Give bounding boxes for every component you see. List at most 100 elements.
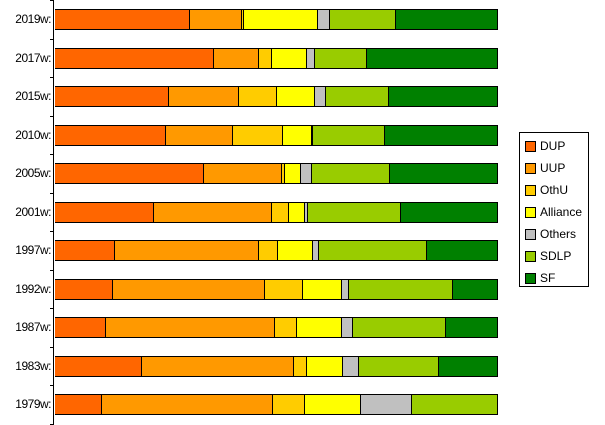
bar-segment-sf: [439, 357, 497, 376]
stacked-bar: [55, 86, 498, 107]
legend-swatch-icon: [525, 206, 536, 218]
stacked-bar: [55, 240, 498, 261]
bar-segment-others: [361, 395, 413, 414]
bar-segment-others: [341, 318, 354, 337]
bar-segment-sf: [385, 126, 497, 145]
row-label: 1987w:: [15, 320, 51, 334]
stacked-bar: [55, 202, 498, 223]
bar-segment-uup: [214, 49, 260, 68]
row-label: 1979w:: [15, 397, 51, 411]
bar-segment-dup: [55, 164, 204, 183]
legend-label: Alliance: [540, 205, 583, 219]
bar-segment-alliance: [276, 87, 315, 106]
legend-item: DUP: [525, 139, 565, 153]
legend-label: DUP: [540, 139, 566, 153]
bar-segment-alliance: [304, 395, 362, 414]
row-label: 2005w:: [15, 166, 51, 180]
bar-segment-uup: [101, 395, 274, 414]
bar-segment-alliance: [244, 10, 318, 29]
bar-segment-alliance: [284, 164, 302, 183]
bar-segment-alliance: [307, 357, 343, 376]
row-label: 2019w:: [15, 12, 51, 26]
bar-segment-sdlp: [312, 126, 386, 145]
legend-label: Others: [540, 227, 577, 241]
bar-segment-others: [311, 126, 313, 145]
legend-swatch-icon: [525, 228, 536, 240]
bar-segment-sdlp: [353, 318, 447, 337]
row-label: 2017w:: [15, 51, 51, 65]
axis-tick: [50, 0, 54, 1]
bar-segment-sdlp: [329, 10, 396, 29]
stacked-bar: [55, 48, 498, 69]
bar-segment-uup: [203, 164, 282, 183]
bar-segment-dup: [55, 280, 113, 299]
bar-segment-othu: [259, 241, 279, 260]
axis-tick: [50, 77, 54, 78]
bar-segment-others: [306, 49, 315, 68]
bar-segment-othu: [259, 49, 272, 68]
axis-tick: [50, 347, 54, 348]
bar-segment-uup: [105, 318, 276, 337]
bar-segment-others: [301, 164, 312, 183]
legend-item: Others: [525, 227, 576, 241]
legend-item: SDLP: [525, 249, 571, 263]
bar-segment-sdlp: [348, 280, 453, 299]
legend-label: UUP: [540, 161, 566, 175]
bar-segment-dup: [55, 126, 166, 145]
stacked-bar: [55, 9, 498, 30]
legend-swatch-icon: [525, 184, 536, 196]
bar-segment-sdlp: [314, 49, 367, 68]
legend-item: UUP: [525, 161, 565, 175]
bar-segment-othu: [281, 164, 285, 183]
legend-item: SF: [525, 271, 555, 285]
bar-segment-sf: [389, 164, 497, 183]
legend-item: Alliance: [525, 205, 582, 219]
stacked-bar: [55, 163, 498, 184]
row-label: 2010w:: [15, 128, 51, 142]
bar-segment-alliance: [297, 318, 342, 337]
legend-swatch-icon: [525, 250, 536, 262]
bar-segment-sdlp: [412, 395, 497, 414]
bar-segment-others: [304, 203, 309, 222]
bar-segment-alliance: [272, 49, 307, 68]
legend-swatch-icon: [525, 272, 536, 284]
bar-segment-sf: [395, 10, 497, 29]
stacked-bar: [55, 317, 498, 338]
axis-tick: [50, 385, 54, 386]
bar-segment-alliance: [302, 280, 342, 299]
legend-swatch-icon: [525, 162, 536, 174]
bar-segment-others: [343, 357, 359, 376]
bar-segment-dup: [55, 318, 106, 337]
legend-label: SDLP: [540, 249, 572, 263]
bar-segment-othu: [232, 126, 283, 145]
row-label: 1997w:: [15, 243, 51, 257]
legend-label: SF: [540, 271, 556, 285]
bar-segment-dup: [55, 10, 190, 29]
bar-segment-sdlp: [325, 87, 390, 106]
bar-segment-sf: [427, 241, 497, 260]
row-label: 2015w:: [15, 89, 51, 103]
bar-segment-uup: [112, 280, 265, 299]
bar-segment-uup: [142, 357, 295, 376]
stacked-bar: [55, 394, 498, 415]
legend-label: OthU: [540, 183, 569, 197]
bar-segment-alliance: [278, 241, 314, 260]
bar-segment-othu: [264, 280, 303, 299]
bar-segment-alliance: [289, 203, 305, 222]
axis-tick: [50, 270, 54, 271]
bar-segment-sf: [452, 280, 497, 299]
bar-segment-sf: [389, 87, 497, 106]
bar-segment-others: [314, 87, 326, 106]
bar-segment-sf: [367, 49, 497, 68]
bar-segment-dup: [55, 87, 169, 106]
chart-legend: DUP UUP OthU Alliance Others SDLP SF: [519, 132, 589, 287]
axis-tick: [50, 39, 54, 40]
bar-segment-dup: [55, 49, 215, 68]
stacked-bar: [55, 125, 498, 146]
bar-segment-othu: [272, 203, 290, 222]
bar-segment-othu: [241, 10, 245, 29]
bar-segment-sdlp: [319, 241, 428, 260]
y-axis-line: [53, 0, 54, 425]
bar-segment-sdlp: [308, 203, 401, 222]
